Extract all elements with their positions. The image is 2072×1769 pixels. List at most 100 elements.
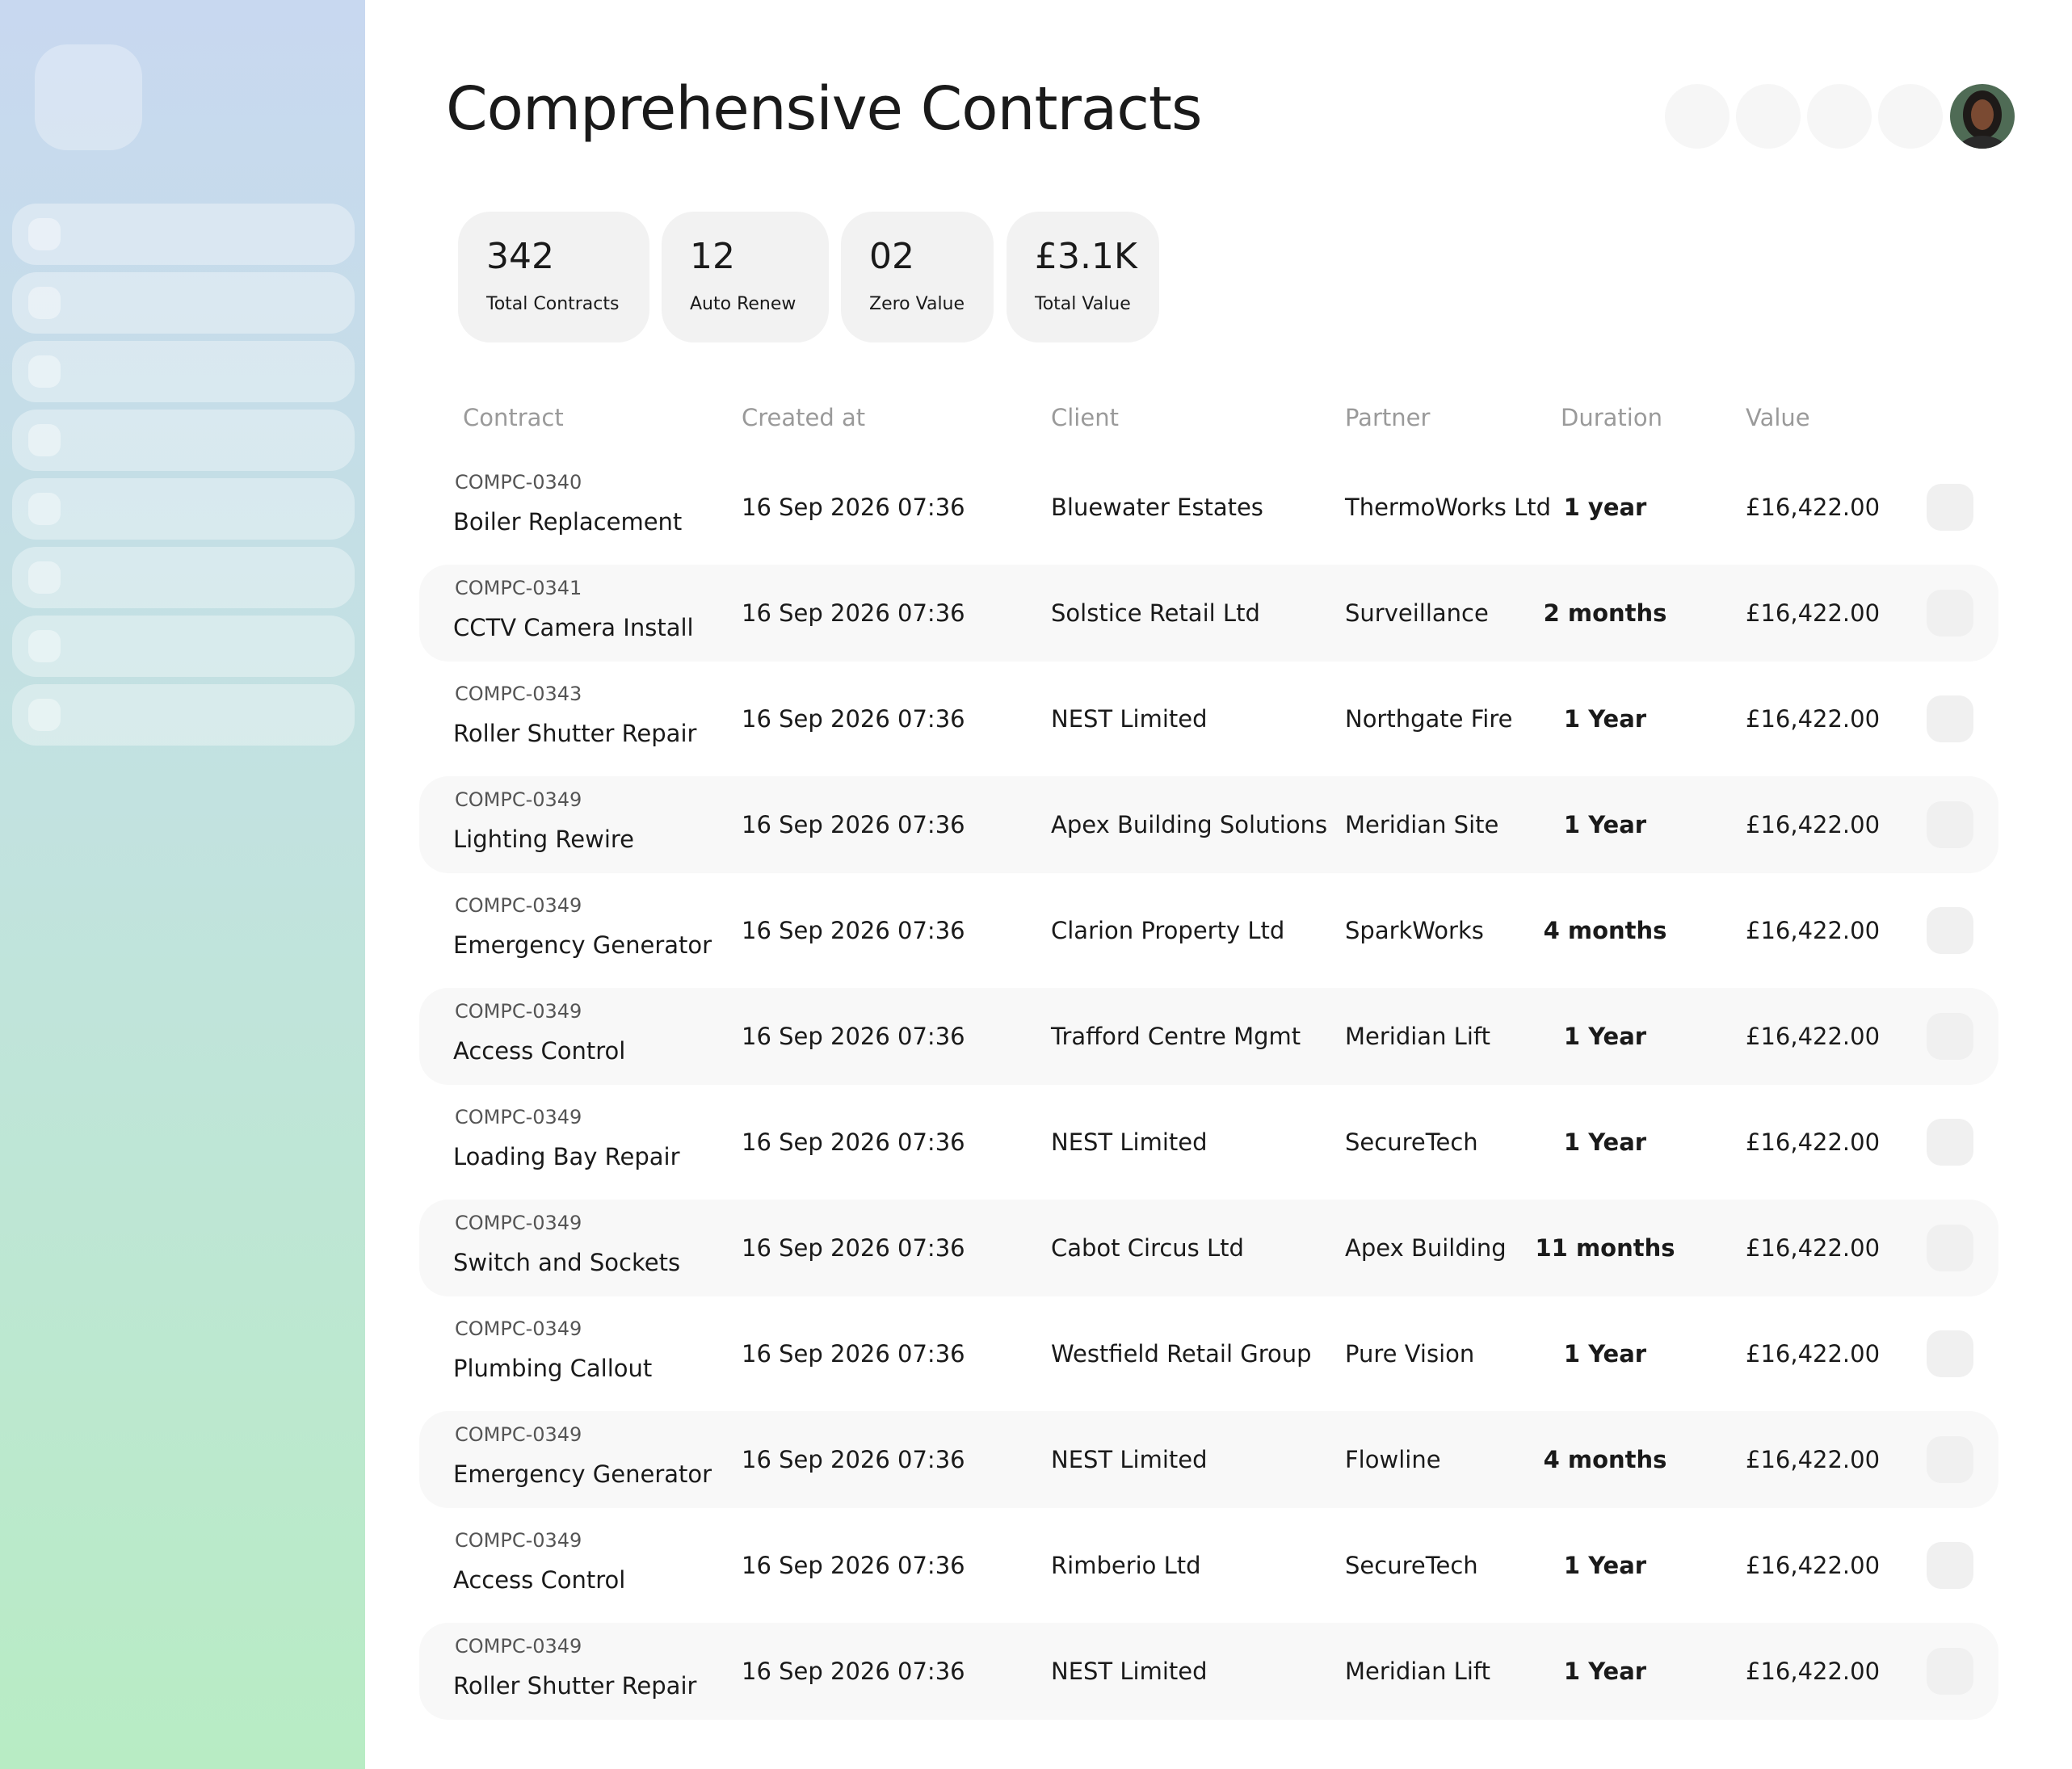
duration: 1 Year bbox=[1563, 1128, 1647, 1156]
nav-icon bbox=[28, 218, 61, 250]
contract-name: Roller Shutter Repair bbox=[453, 1672, 697, 1700]
nav-item[interactable] bbox=[12, 410, 355, 471]
nav-item[interactable] bbox=[12, 204, 355, 265]
partner: Meridian Lift bbox=[1345, 1023, 1490, 1050]
row-actions-button[interactable] bbox=[1927, 1013, 1973, 1060]
value: £16,422.00 bbox=[1746, 811, 1881, 838]
client: NEST Limited bbox=[1051, 705, 1208, 733]
nav-item[interactable] bbox=[12, 341, 355, 402]
created-at: 16 Sep 2026 07:36 bbox=[742, 1552, 965, 1579]
stat-label: Total Value bbox=[1035, 294, 1131, 314]
contract-name: Switch and Sockets bbox=[453, 1249, 681, 1276]
row-actions-button[interactable] bbox=[1927, 1119, 1973, 1166]
contract-id: COMPC-0349 bbox=[455, 788, 582, 811]
row-background bbox=[419, 988, 1998, 1085]
stat-label: Zero Value bbox=[869, 294, 965, 314]
row-actions-button[interactable] bbox=[1927, 590, 1973, 637]
created-at: 16 Sep 2026 07:36 bbox=[742, 1234, 965, 1262]
contract-name: Access Control bbox=[453, 1037, 626, 1065]
contract-id: COMPC-0349 bbox=[455, 1635, 582, 1658]
contract-name: CCTV Camera Install bbox=[453, 614, 694, 641]
duration: 1 Year bbox=[1563, 1658, 1647, 1685]
contract-name: Boiler Replacement bbox=[453, 508, 683, 536]
nav-item[interactable] bbox=[12, 684, 355, 746]
nav-icon bbox=[28, 699, 61, 731]
toolbar-button[interactable] bbox=[1665, 84, 1729, 149]
row-actions-button[interactable] bbox=[1927, 1330, 1973, 1377]
nav-item[interactable] bbox=[12, 547, 355, 608]
nav-item[interactable] bbox=[12, 272, 355, 334]
logo-placeholder bbox=[35, 44, 142, 150]
created-at: 16 Sep 2026 07:36 bbox=[742, 1446, 965, 1473]
row-actions-button[interactable] bbox=[1927, 1542, 1973, 1589]
nav-icon bbox=[28, 355, 61, 388]
duration: 1 Year bbox=[1563, 811, 1647, 838]
row-actions-button[interactable] bbox=[1927, 1648, 1973, 1695]
stat-label: Total Contracts bbox=[486, 294, 620, 314]
stat-card: 12 Auto Renew bbox=[662, 212, 829, 342]
partner: Flowline bbox=[1345, 1446, 1441, 1473]
row-background bbox=[419, 1411, 1998, 1508]
row-actions-button[interactable] bbox=[1927, 1436, 1973, 1483]
row-background bbox=[419, 565, 1998, 662]
nav-icon bbox=[28, 287, 61, 319]
nav-item[interactable] bbox=[12, 478, 355, 540]
row-actions-button[interactable] bbox=[1927, 801, 1973, 848]
client: Solstice Retail Ltd bbox=[1051, 599, 1260, 627]
stat-value: 342 bbox=[486, 236, 554, 277]
value: £16,422.00 bbox=[1746, 1234, 1881, 1262]
client: Rimberio Ltd bbox=[1051, 1552, 1201, 1579]
partner: SecureTech bbox=[1345, 1128, 1478, 1156]
created-at: 16 Sep 2026 07:36 bbox=[742, 494, 965, 521]
contract-id: COMPC-0341 bbox=[455, 577, 582, 599]
stat-value: 12 bbox=[690, 236, 735, 277]
contract-name: Emergency Generator bbox=[453, 931, 712, 959]
row-background bbox=[419, 776, 1998, 873]
partner: Meridian Site bbox=[1345, 811, 1499, 838]
contract-id: COMPC-0340 bbox=[455, 471, 582, 494]
value: £16,422.00 bbox=[1746, 1552, 1881, 1579]
sidebar bbox=[0, 0, 365, 1769]
partner: Surveillance bbox=[1345, 599, 1489, 627]
client: NEST Limited bbox=[1051, 1446, 1208, 1473]
contract-id: COMPC-0349 bbox=[455, 1529, 582, 1552]
contract-name: Lighting Rewire bbox=[453, 826, 635, 853]
toolbar-button[interactable] bbox=[1736, 84, 1801, 149]
contract-id: COMPC-0349 bbox=[455, 1317, 582, 1340]
column-header: Partner bbox=[1345, 404, 1431, 431]
column-header: Client bbox=[1051, 404, 1119, 431]
partner: Meridian Lift bbox=[1345, 1658, 1490, 1685]
value: £16,422.00 bbox=[1746, 1128, 1881, 1156]
duration: 4 months bbox=[1543, 917, 1667, 944]
user-avatar[interactable] bbox=[1950, 84, 2015, 149]
nav-icon bbox=[28, 424, 61, 456]
row-actions-button[interactable] bbox=[1927, 907, 1973, 954]
client: Bluewater Estates bbox=[1051, 494, 1263, 521]
contract-name: Emergency Generator bbox=[453, 1460, 712, 1488]
client: Apex Building Solutions bbox=[1051, 811, 1328, 838]
row-actions-button[interactable] bbox=[1927, 1225, 1973, 1271]
contract-name: Access Control bbox=[453, 1566, 626, 1594]
column-header: Duration bbox=[1561, 404, 1662, 431]
created-at: 16 Sep 2026 07:36 bbox=[742, 705, 965, 733]
partner: ThermoWorks Ltd bbox=[1345, 494, 1552, 521]
contract-name: Plumbing Callout bbox=[453, 1355, 653, 1382]
duration: 1 Year bbox=[1563, 705, 1647, 733]
column-header: Created at bbox=[742, 404, 866, 431]
value: £16,422.00 bbox=[1746, 917, 1881, 944]
contract-id: COMPC-0349 bbox=[455, 1000, 582, 1023]
toolbar-button[interactable] bbox=[1878, 84, 1943, 149]
duration: 2 months bbox=[1543, 599, 1667, 627]
value: £16,422.00 bbox=[1746, 1023, 1881, 1050]
stat-card: 342 Total Contracts bbox=[458, 212, 649, 342]
value: £16,422.00 bbox=[1746, 1446, 1881, 1473]
duration: 4 months bbox=[1543, 1446, 1667, 1473]
toolbar-button[interactable] bbox=[1807, 84, 1872, 149]
duration: 1 Year bbox=[1563, 1023, 1647, 1050]
row-actions-button[interactable] bbox=[1927, 695, 1973, 742]
row-actions-button[interactable] bbox=[1927, 484, 1973, 531]
nav-icon bbox=[28, 561, 61, 594]
created-at: 16 Sep 2026 07:36 bbox=[742, 599, 965, 627]
contract-name: Roller Shutter Repair bbox=[453, 720, 697, 747]
nav-item[interactable] bbox=[12, 616, 355, 677]
